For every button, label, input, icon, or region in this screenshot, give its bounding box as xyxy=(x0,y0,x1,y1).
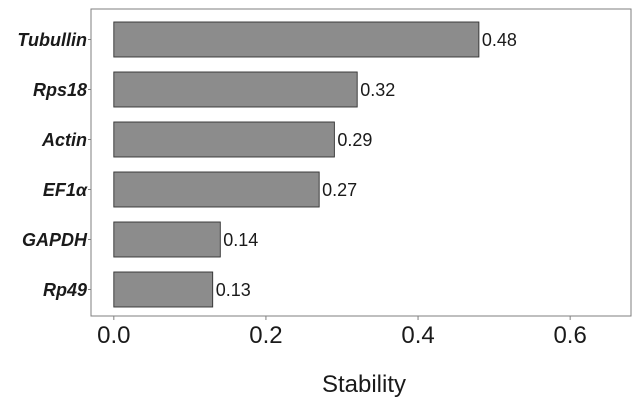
category-label: Tubullin xyxy=(17,30,87,50)
value-label: 0.48 xyxy=(482,30,517,50)
bar xyxy=(113,271,214,308)
value-label: 0.27 xyxy=(322,180,357,200)
x-tick-label: 0.6 xyxy=(553,322,586,349)
value-label: 0.14 xyxy=(223,230,258,250)
category-label: EF1α xyxy=(43,180,88,200)
x-tick-label: 0.4 xyxy=(401,322,434,349)
x-axis-title: Stability xyxy=(322,371,406,398)
x-tick-label: 0.2 xyxy=(249,322,282,349)
x-ticks-layer: 0.0 0.2 0.4 0.6 xyxy=(97,316,587,349)
value-label: 0.29 xyxy=(337,130,372,150)
category-labels-layer: Tubullin Rps18 Actin EF1α GAPDH Rp49 xyxy=(17,30,91,300)
x-tick-label: 0.0 xyxy=(97,322,130,349)
bar xyxy=(113,121,335,158)
category-label: GAPDH xyxy=(22,230,88,250)
category-label: Rps18 xyxy=(33,80,87,100)
bars-layer xyxy=(113,21,480,308)
plot-frame xyxy=(90,8,632,317)
category-label: Rp49 xyxy=(43,280,87,300)
value-labels-layer: 0.48 0.32 0.29 0.27 0.14 0.13 xyxy=(216,30,517,300)
value-label: 0.13 xyxy=(216,280,251,300)
bar xyxy=(113,171,320,208)
bar xyxy=(113,221,221,258)
value-label: 0.32 xyxy=(360,80,395,100)
bar xyxy=(113,71,358,108)
category-label: Actin xyxy=(41,130,87,150)
bar xyxy=(113,21,480,58)
